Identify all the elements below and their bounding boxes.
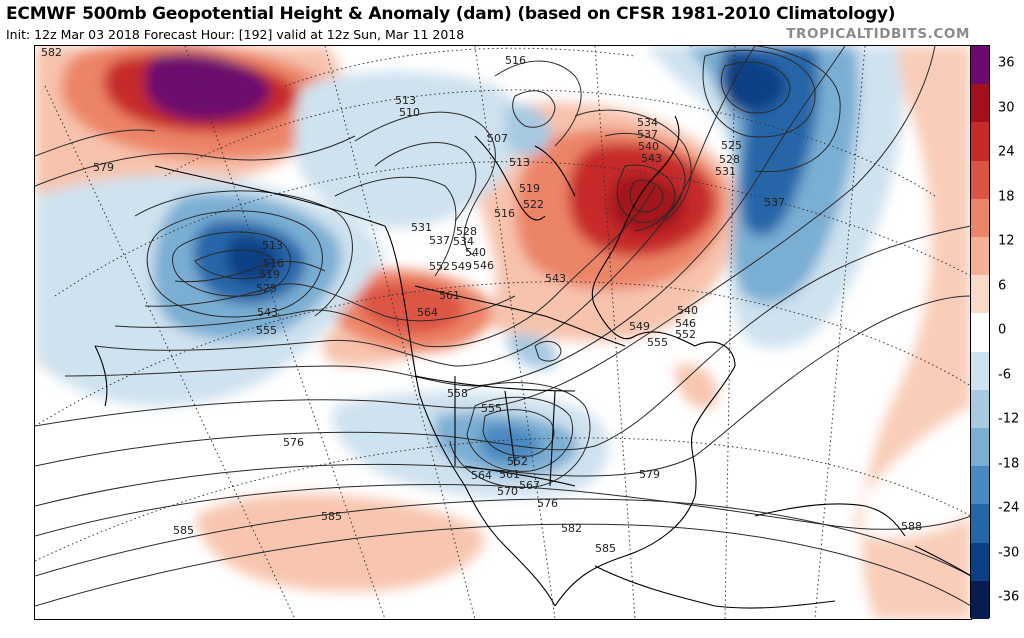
site-watermark[interactable]: TROPICALTIDBITS.COM <box>786 26 970 42</box>
height-label: 516 <box>494 207 515 220</box>
height-label: 552 <box>507 455 528 468</box>
height-label: 564 <box>417 306 438 319</box>
height-label: 543 <box>641 152 662 165</box>
colorbar-tick-label: 24 <box>998 144 1015 160</box>
colorbar-tick-label: 36 <box>998 55 1015 71</box>
height-label: 549 <box>629 320 650 333</box>
height-label: 525 <box>256 282 277 295</box>
height-label: 546 <box>675 317 696 330</box>
colorbar-segment <box>971 313 989 353</box>
height-label: 576 <box>283 436 304 449</box>
height-label: 552 <box>675 328 696 341</box>
height-label: 534 <box>637 116 658 129</box>
height-label: 513 <box>509 156 530 169</box>
height-label: 567 <box>519 479 540 492</box>
colorbar-segment <box>971 237 989 276</box>
colorbar-segment <box>971 351 989 391</box>
colorbar-segment <box>971 542 989 582</box>
height-label: 585 <box>595 542 616 555</box>
height-label: 531 <box>411 221 432 234</box>
height-label: 543 <box>545 272 566 285</box>
colorbar-segment <box>971 466 989 505</box>
colorbar-segment <box>971 160 989 200</box>
colorbar-segment <box>971 198 989 238</box>
colorbar-tick-label: 18 <box>998 189 1015 204</box>
height-label: 555 <box>647 336 668 349</box>
colorbar-tick-label: -12 <box>998 411 1020 427</box>
height-label: 528 <box>456 225 477 238</box>
height-label: 510 <box>399 106 420 119</box>
colorbar-segment <box>971 504 989 544</box>
height-label: 585 <box>173 524 194 537</box>
height-label: 543 <box>257 306 278 319</box>
colorbar-tick-label: -6 <box>998 367 1011 382</box>
height-label: 534 <box>453 235 474 248</box>
map-canvas: 582 579 516 513 510 534 537 540 543 525 … <box>35 46 971 619</box>
colorbar-segment <box>971 428 989 467</box>
height-label: 546 <box>473 259 494 272</box>
height-label: 579 <box>639 468 660 481</box>
colorbar-tick-label: 6 <box>998 278 1007 293</box>
height-label: 549 <box>451 260 472 273</box>
height-contours <box>35 46 971 607</box>
height-label: 555 <box>256 324 277 337</box>
contour-labels: 582 579 516 513 510 534 537 540 543 525 … <box>41 46 922 555</box>
height-label: 570 <box>497 485 518 498</box>
anomaly-colorbar <box>970 45 990 620</box>
height-label: 564 <box>471 469 492 482</box>
height-label: 507 <box>487 132 508 145</box>
height-label: 540 <box>638 140 659 153</box>
graticule <box>35 46 971 619</box>
height-label: 561 <box>499 468 520 481</box>
height-label: 540 <box>677 304 698 317</box>
height-label: 537 <box>764 196 785 209</box>
height-label: 561 <box>439 289 460 302</box>
height-label: 582 <box>561 522 582 535</box>
colorbar-segment <box>971 122 989 162</box>
height-label: 528 <box>719 153 740 166</box>
chart-title: ECMWF 500mb Geopotential Height & Anomal… <box>6 4 896 24</box>
height-label: 552 <box>429 260 450 273</box>
height-label: 555 <box>481 402 502 415</box>
height-label: 537 <box>429 234 450 247</box>
colorbar-tick-label: 12 <box>998 233 1015 249</box>
height-label: 531 <box>715 165 736 178</box>
height-label: 519 <box>519 182 540 195</box>
height-label: 582 <box>41 46 62 59</box>
colorbar-segment <box>971 580 989 620</box>
forecast-info: Init: 12z Mar 03 2018 Forecast Hour: [19… <box>6 27 465 42</box>
colorbar-tick-label: 30 <box>998 100 1015 115</box>
height-label: 516 <box>263 257 284 270</box>
height-label: 525 <box>721 139 742 152</box>
coastlines <box>94 115 971 609</box>
colorbar-segment <box>971 389 989 429</box>
colorbar-tick-label: -30 <box>998 545 1020 560</box>
height-label: 522 <box>523 198 544 211</box>
colorbar-segment <box>971 46 989 85</box>
height-label: 588 <box>901 520 922 533</box>
height-label: 537 <box>637 128 658 141</box>
height-label: 540 <box>465 246 486 259</box>
colorbar-tick-label: -36 <box>998 589 1020 605</box>
height-label: 513 <box>395 94 416 107</box>
anomaly-shading <box>35 46 971 619</box>
height-label: 579 <box>93 161 114 174</box>
height-label: 558 <box>447 387 468 400</box>
height-label: 576 <box>537 497 558 510</box>
colorbar-tick-label: -18 <box>998 456 1020 471</box>
anomaly-map: 582 579 516 513 510 534 537 540 543 525 … <box>34 45 972 620</box>
colorbar-segment <box>971 275 989 314</box>
colorbar-tick-label: -24 <box>998 500 1020 516</box>
height-label: 513 <box>262 239 283 252</box>
height-label: 516 <box>505 54 526 67</box>
colorbar-tick-label: 0 <box>998 322 1007 338</box>
height-label: 585 <box>321 510 342 523</box>
height-label: 519 <box>259 268 280 281</box>
colorbar-segment <box>971 84 989 123</box>
